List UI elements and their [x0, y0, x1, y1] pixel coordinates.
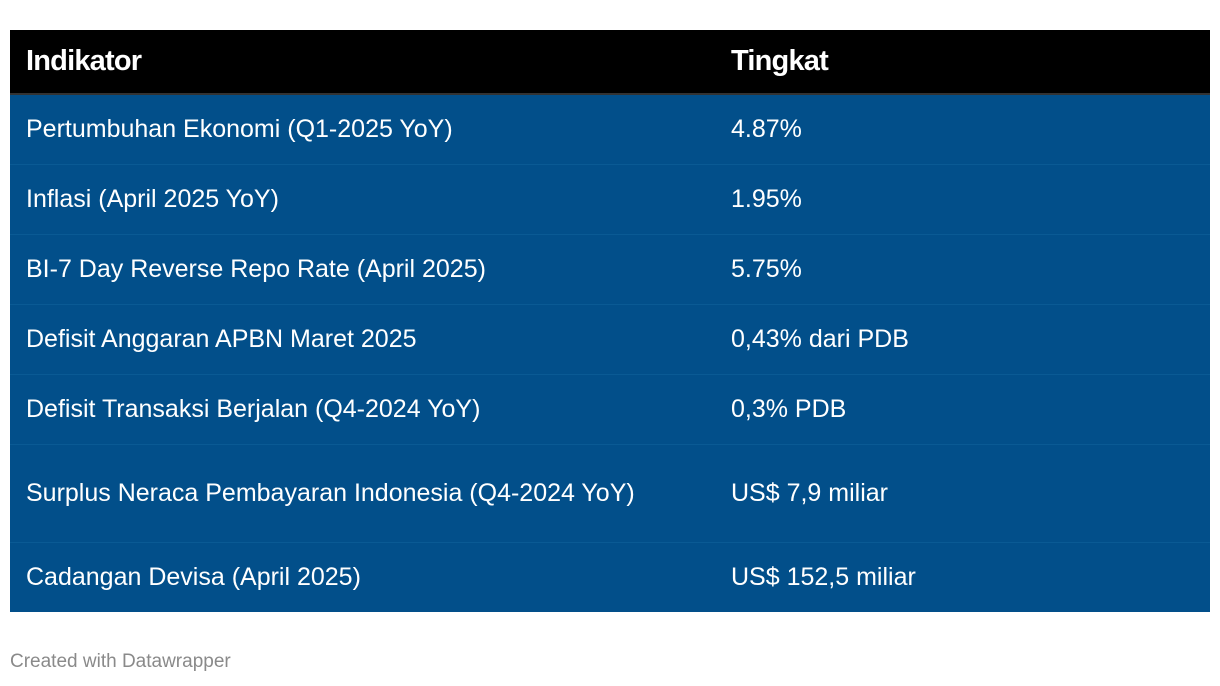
- table-row: Surplus Neraca Pembayaran Indonesia (Q4-…: [10, 443, 1210, 542]
- table-row: BI-7 Day Reverse Repo Rate (April 2025) …: [10, 233, 1210, 304]
- cell-indikator: Surplus Neraca Pembayaran Indonesia (Q4-…: [10, 443, 715, 542]
- header-row: Indikator Tingkat: [10, 30, 1210, 95]
- cell-tingkat: 4.87%: [715, 93, 1210, 164]
- cell-tingkat: 0,43% dari PDB: [715, 303, 1210, 374]
- cell-indikator: Cadangan Devisa (April 2025): [10, 541, 715, 612]
- cell-tingkat: 0,3% PDB: [715, 373, 1210, 444]
- table-row: Pertumbuhan Ekonomi (Q1-2025 YoY) 4.87%: [10, 93, 1210, 164]
- cell-tingkat: US$ 152,5 miliar: [715, 541, 1210, 612]
- data-table: Indikator Tingkat Pertumbuhan Ekonomi (Q…: [10, 30, 1210, 612]
- data-table-container: Indikator Tingkat Pertumbuhan Ekonomi (Q…: [10, 30, 1210, 612]
- cell-indikator: Defisit Transaksi Berjalan (Q4-2024 YoY): [10, 373, 715, 444]
- table-body: Pertumbuhan Ekonomi (Q1-2025 YoY) 4.87% …: [10, 93, 1210, 612]
- table-row: Inflasi (April 2025 YoY) 1.95%: [10, 163, 1210, 234]
- cell-tingkat: US$ 7,9 miliar: [715, 443, 1210, 542]
- cell-indikator: Inflasi (April 2025 YoY): [10, 163, 715, 234]
- cell-tingkat: 5.75%: [715, 233, 1210, 304]
- header-indikator[interactable]: Indikator: [10, 30, 715, 95]
- datawrapper-credit: Created with Datawrapper: [10, 651, 231, 672]
- table-row: Defisit Anggaran APBN Maret 2025 0,43% d…: [10, 303, 1210, 374]
- table-row: Defisit Transaksi Berjalan (Q4-2024 YoY)…: [10, 373, 1210, 444]
- header-tingkat[interactable]: Tingkat: [715, 30, 1210, 95]
- cell-indikator: Defisit Anggaran APBN Maret 2025: [10, 303, 715, 374]
- table-row: Cadangan Devisa (April 2025) US$ 152,5 m…: [10, 541, 1210, 612]
- cell-indikator: BI-7 Day Reverse Repo Rate (April 2025): [10, 233, 715, 304]
- cell-tingkat: 1.95%: [715, 163, 1210, 234]
- cell-indikator: Pertumbuhan Ekonomi (Q1-2025 YoY): [10, 93, 715, 164]
- table-header: Indikator Tingkat: [10, 30, 1210, 95]
